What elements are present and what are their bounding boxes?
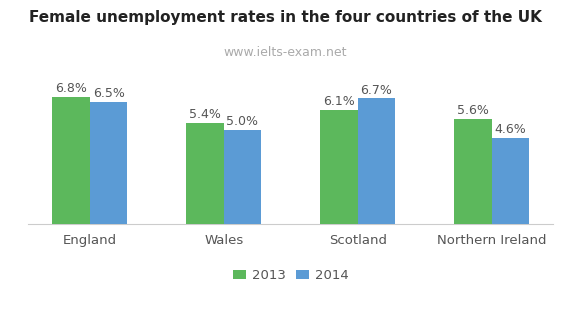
Bar: [357, 99, 395, 224]
Text: www.ielts-exam.net: www.ielts-exam.net: [223, 46, 347, 60]
Bar: [224, 130, 261, 224]
Text: 5.0%: 5.0%: [226, 116, 258, 128]
Text: 6.8%: 6.8%: [55, 82, 87, 95]
Text: 4.6%: 4.6%: [494, 123, 526, 136]
Text: 6.5%: 6.5%: [93, 87, 124, 100]
Text: 6.7%: 6.7%: [360, 84, 392, 97]
Bar: [52, 97, 90, 224]
Text: 6.1%: 6.1%: [323, 95, 355, 108]
Bar: [454, 119, 491, 224]
Bar: [186, 123, 224, 224]
Bar: [90, 102, 127, 224]
Bar: [491, 138, 529, 224]
Text: 5.4%: 5.4%: [189, 108, 221, 121]
Bar: [320, 110, 357, 224]
Text: Female unemployment rates in the four countries of the UK: Female unemployment rates in the four co…: [28, 10, 542, 25]
Legend: 2013, 2014: 2013, 2014: [233, 269, 348, 282]
Text: 5.6%: 5.6%: [457, 104, 488, 117]
